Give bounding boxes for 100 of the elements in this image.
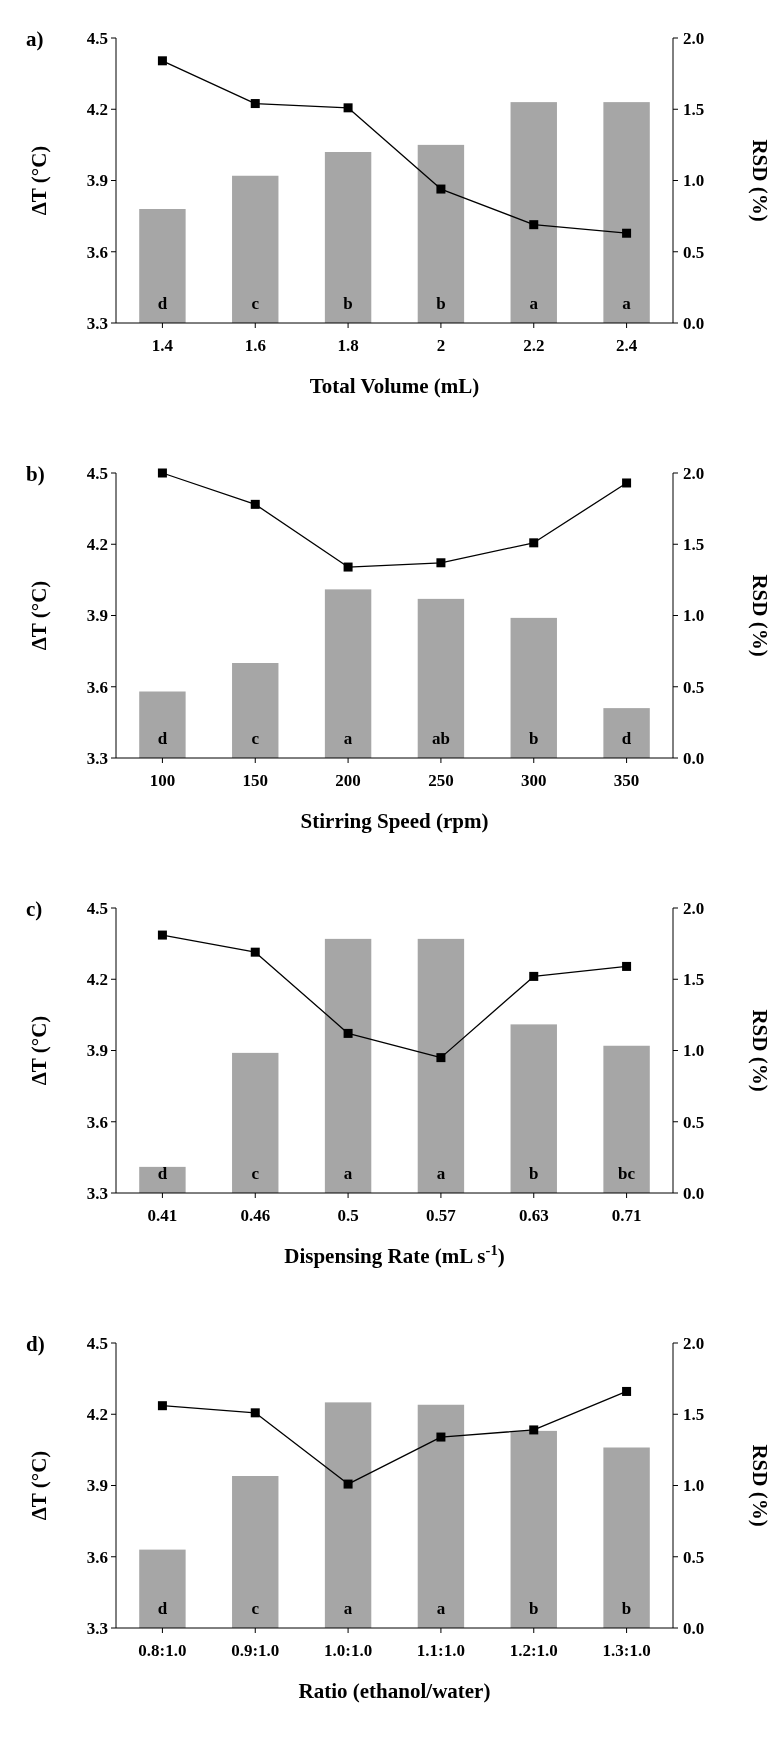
annotation: b [436,294,446,313]
point [622,228,632,238]
annotation: a [622,294,632,313]
y2-axis-title: RSD (%) [748,574,772,657]
point [622,478,632,488]
x-tick-label: 2.4 [615,336,638,355]
x-tick-label: 350 [613,771,640,790]
annotation: b [529,1599,539,1618]
y-axis-title: ΔT (°C) [27,145,51,216]
point [622,961,632,971]
y-tick-label: 3.6 [86,1547,108,1567]
annotation: ab [431,729,450,748]
x-tick-label: 250 [428,771,454,790]
annotation: c [251,729,260,748]
point [343,1028,353,1038]
point [250,1408,260,1418]
x-tick-label: 200 [335,771,361,790]
y-tick-label: 4.5 [86,1333,108,1353]
chart-title: c) [26,897,43,921]
point [529,971,539,981]
y-tick-label: 3.3 [86,1183,108,1203]
annotation: a [529,294,539,313]
y-tick-label: 3.6 [86,242,108,262]
point [343,103,353,113]
y-tick-label: 3.9 [86,171,108,191]
x-tick-label: 0.5 [337,1206,359,1225]
y-axis-title: ΔT (°C) [27,1450,51,1521]
chart-title: b) [26,462,45,486]
x-tick-label: 0.9:1.0 [231,1641,280,1660]
point [436,1432,446,1442]
y-tick-label: 3.3 [86,1618,108,1638]
y2-tick-label: 0.5 [683,242,705,262]
x-axis-title: Total Volume (mL) [309,374,480,398]
y-tick-label: 4.2 [86,1405,108,1425]
x-tick-label: 0.41 [147,1206,178,1225]
y-tick-label: 4.5 [86,898,108,918]
y2-tick-label: 0.0 [683,1183,705,1203]
y2-tick-label: 2.0 [683,898,705,918]
y-tick-label: 4.2 [86,100,108,120]
annotation: d [157,1164,168,1183]
y-tick-label: 3.6 [86,677,108,697]
x-tick-label: 150 [242,771,268,790]
point [343,562,353,572]
annotation: a [343,1599,353,1618]
point [157,468,167,478]
point [529,538,539,548]
y-tick-label: 3.3 [86,313,108,333]
x-tick-label: 1.6 [244,336,266,355]
point [250,99,260,109]
y-tick-label: 3.3 [86,748,108,768]
y2-tick-label: 0.5 [683,677,705,697]
y2-tick-label: 0.0 [683,1618,705,1638]
x-tick-label: 2 [436,336,446,355]
y-tick-label: 3.6 [86,1112,108,1132]
y-tick-label: 3.9 [86,1041,108,1061]
y-tick-label: 4.2 [86,535,108,555]
point [529,1425,539,1435]
x-tick-label: 1.3:1.0 [602,1641,651,1660]
y2-tick-label: 1.0 [683,171,705,191]
annotation: b [621,1599,632,1618]
annotation: c [251,294,260,313]
y2-tick-label: 0.0 [683,313,705,333]
x-tick-label: 0.46 [240,1206,271,1225]
y2-tick-label: 0.0 [683,748,705,768]
y2-tick-label: 1.5 [683,100,705,120]
annotation: b [529,729,539,748]
y-tick-label: 4.5 [86,463,108,483]
annotation: d [157,1599,168,1618]
point [529,220,539,230]
point [157,1401,167,1411]
x-tick-label: 300 [521,771,547,790]
annotation: c [251,1599,260,1618]
point [436,558,446,568]
chart-title: d) [26,1332,45,1356]
y-axis-title: ΔT (°C) [27,1015,51,1086]
x-tick-label: 1.1:1.0 [416,1641,465,1660]
x-tick-label: 1.0:1.0 [324,1641,373,1660]
point [622,1386,632,1396]
annotation: bc [618,1164,636,1183]
y2-tick-label: 2.0 [683,28,705,48]
x-tick-label: 0.8:1.0 [138,1641,187,1660]
y2-axis-title: RSD (%) [748,1444,772,1527]
annotation: a [343,729,353,748]
x-tick-label: 2.2 [523,336,545,355]
y-tick-label: 3.9 [86,606,108,626]
x-tick-label: 100 [149,771,176,790]
point [250,947,260,957]
annotation: a [436,1599,446,1618]
y2-tick-label: 1.0 [683,606,705,626]
y2-tick-label: 1.5 [683,1405,705,1425]
y2-tick-label: 0.5 [683,1547,705,1567]
point [343,1479,353,1489]
y2-tick-label: 1.5 [683,535,705,555]
x-tick-label: 0.71 [611,1206,642,1225]
point [436,1053,446,1063]
x-tick-label: 1.4 [151,336,174,355]
y2-tick-label: 2.0 [683,1333,705,1353]
x-tick-label: 1.8 [337,336,359,355]
y-axis-title: ΔT (°C) [27,580,51,651]
x-tick-label: 1.2:1.0 [509,1641,558,1660]
